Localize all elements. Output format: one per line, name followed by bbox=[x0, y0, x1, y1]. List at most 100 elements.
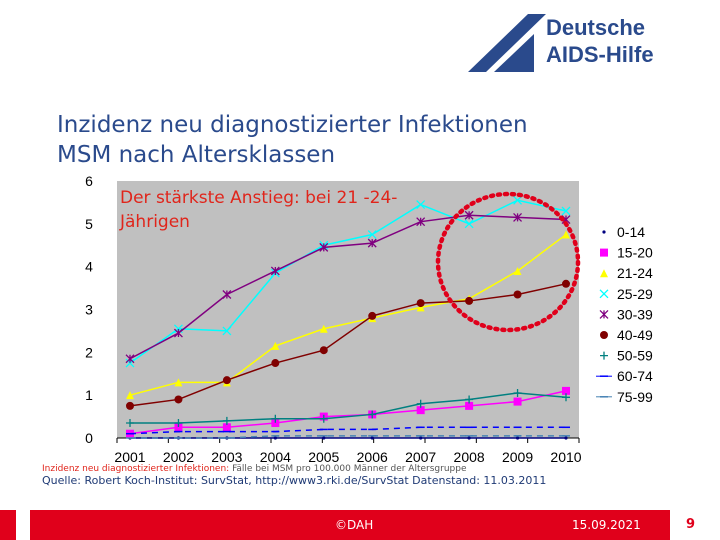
data-point-30-39 bbox=[222, 290, 232, 299]
series-line-75-99 bbox=[130, 435, 566, 439]
data-point-15-20 bbox=[222, 423, 231, 432]
page-number: 9 bbox=[686, 517, 696, 532]
data-point-0-14 bbox=[564, 436, 568, 440]
data-point-25-29 bbox=[513, 195, 523, 205]
data-point-50-59 bbox=[126, 419, 134, 428]
data-point-0-14 bbox=[515, 436, 520, 440]
data-point-40-49 bbox=[465, 296, 474, 305]
x-tick-label: 2002 bbox=[163, 449, 194, 465]
data-point-0-14 bbox=[273, 436, 277, 440]
x-tick-label: 2004 bbox=[260, 449, 291, 465]
x-tick-label: 2009 bbox=[502, 449, 533, 465]
logo-line-1: Deutsche bbox=[546, 15, 646, 40]
line-chart: 2001 2002 2003 2004 2005 2006 2007 2008 2009 2010… bbox=[85, 173, 653, 465]
series-line-60-74 bbox=[129, 426, 566, 435]
data-point-0-14 bbox=[322, 436, 326, 440]
data-point-50-59 bbox=[416, 399, 425, 408]
y-tick-label: 5 bbox=[85, 216, 93, 232]
x-tick-label: 2003 bbox=[211, 449, 242, 465]
data-point-legend-50-59 bbox=[600, 351, 608, 360]
page-title: Inzidenz neu diagnostizierter Infektione… bbox=[57, 110, 528, 170]
data-point-30-39 bbox=[125, 354, 135, 364]
data-point-50-59 bbox=[562, 393, 570, 402]
y-tick-label: 1 bbox=[85, 387, 93, 403]
data-point-50-59 bbox=[465, 395, 474, 404]
legend-label: 75-99 bbox=[617, 389, 653, 405]
series-line-15-20 bbox=[129, 390, 567, 435]
y-tick-label: 4 bbox=[85, 259, 93, 275]
data-point-25-29 bbox=[561, 206, 571, 216]
series-line-30-39 bbox=[129, 214, 567, 360]
legend-label: 60-74 bbox=[617, 368, 653, 384]
x-tick-label: 2005 bbox=[308, 449, 339, 465]
data-point-30-39 bbox=[416, 217, 426, 227]
data-point-25-29 bbox=[416, 200, 426, 210]
data-point-30-39 bbox=[513, 212, 523, 222]
caption-label: Inzidenz neu diagnostizierter Infektione… bbox=[42, 464, 230, 474]
data-point-21-24 bbox=[513, 266, 522, 275]
data-point-40-49 bbox=[513, 290, 522, 299]
legend-label: 25-29 bbox=[617, 286, 653, 302]
data-point-25-29 bbox=[464, 219, 474, 229]
highlight-circle bbox=[435, 191, 581, 333]
source-note: Quelle: Robert Koch-Institut: SurvStat, … bbox=[42, 474, 547, 487]
data-point-40-49 bbox=[416, 299, 425, 308]
data-point-40-49 bbox=[174, 395, 183, 404]
data-point-40-49 bbox=[319, 346, 328, 355]
y-tick-label: 3 bbox=[85, 302, 93, 318]
data-point-0-14 bbox=[419, 436, 423, 440]
x-tick-label: 2006 bbox=[357, 449, 388, 465]
data-point-21-24 bbox=[126, 391, 134, 400]
data-point-21-24 bbox=[562, 230, 570, 239]
footer-left-block bbox=[0, 510, 16, 540]
data-point-50-59 bbox=[174, 419, 183, 428]
series-line-25-29 bbox=[129, 199, 567, 364]
data-point-40-49 bbox=[222, 376, 231, 385]
x-tick-label: 2010 bbox=[550, 449, 581, 465]
data-point-50-59 bbox=[271, 414, 280, 423]
data-point-legend-40-49 bbox=[600, 331, 608, 339]
title-line-1: Inzidenz neu diagnostizierter Infektione… bbox=[57, 112, 528, 138]
title-line-2: MSM nach Altersklassen bbox=[57, 142, 336, 168]
data-point-21-24 bbox=[416, 303, 425, 312]
logo-line-2: AIDS-Hilfe bbox=[546, 42, 654, 67]
data-point-15-20 bbox=[513, 397, 522, 406]
data-point-legend-25-29 bbox=[599, 289, 609, 299]
data-point-25-29 bbox=[125, 358, 135, 368]
legend-label: 15-20 bbox=[617, 245, 653, 261]
data-point-legend-0-14 bbox=[602, 230, 606, 234]
data-point-40-49 bbox=[562, 279, 570, 288]
caption-text: Fälle bei MSM pro 100.000 Männer der Alt… bbox=[232, 464, 467, 474]
deutsche-aids-hilfe-logo-icon bbox=[468, 14, 546, 72]
data-point-40-49 bbox=[126, 401, 134, 410]
data-point-15-20 bbox=[416, 406, 425, 415]
data-point-40-49 bbox=[271, 359, 280, 368]
y-tick-label: 6 bbox=[85, 173, 93, 189]
x-tick-label: 2008 bbox=[454, 449, 485, 465]
series-line-40-49 bbox=[129, 283, 567, 407]
data-point-30-39 bbox=[173, 328, 183, 338]
data-point-legend-30-39 bbox=[599, 309, 609, 319]
footer-copyright: ©DAH bbox=[335, 518, 374, 532]
data-point-30-39 bbox=[270, 266, 280, 276]
data-point-legend-21-24 bbox=[600, 269, 608, 278]
data-point-30-39 bbox=[319, 242, 329, 252]
legend-label: 0-14 bbox=[617, 224, 645, 240]
data-point-30-39 bbox=[464, 210, 474, 220]
footer-bar: ©DAH 15.09.2021 9 bbox=[0, 510, 720, 540]
data-point-21-24 bbox=[271, 341, 280, 350]
data-point-legend-15-20 bbox=[600, 248, 608, 257]
footer-date: 15.09.2021 bbox=[572, 518, 641, 532]
x-tick-label: 2007 bbox=[405, 449, 436, 465]
footer-red-bar bbox=[30, 510, 670, 540]
data-point-50-59 bbox=[513, 389, 522, 398]
data-point-15-20 bbox=[562, 386, 570, 395]
legend-label: 30-39 bbox=[617, 306, 653, 322]
chart-caption: Inzidenz neu diagnostizierter Infektione… bbox=[42, 464, 467, 474]
data-point-25-29 bbox=[222, 326, 232, 336]
series-line-21-24 bbox=[129, 233, 567, 396]
data-point-30-39 bbox=[367, 238, 377, 248]
data-point-21-24 bbox=[174, 378, 183, 387]
x-tick-label: 2001 bbox=[114, 449, 145, 465]
legend-label: 21-24 bbox=[617, 265, 653, 281]
